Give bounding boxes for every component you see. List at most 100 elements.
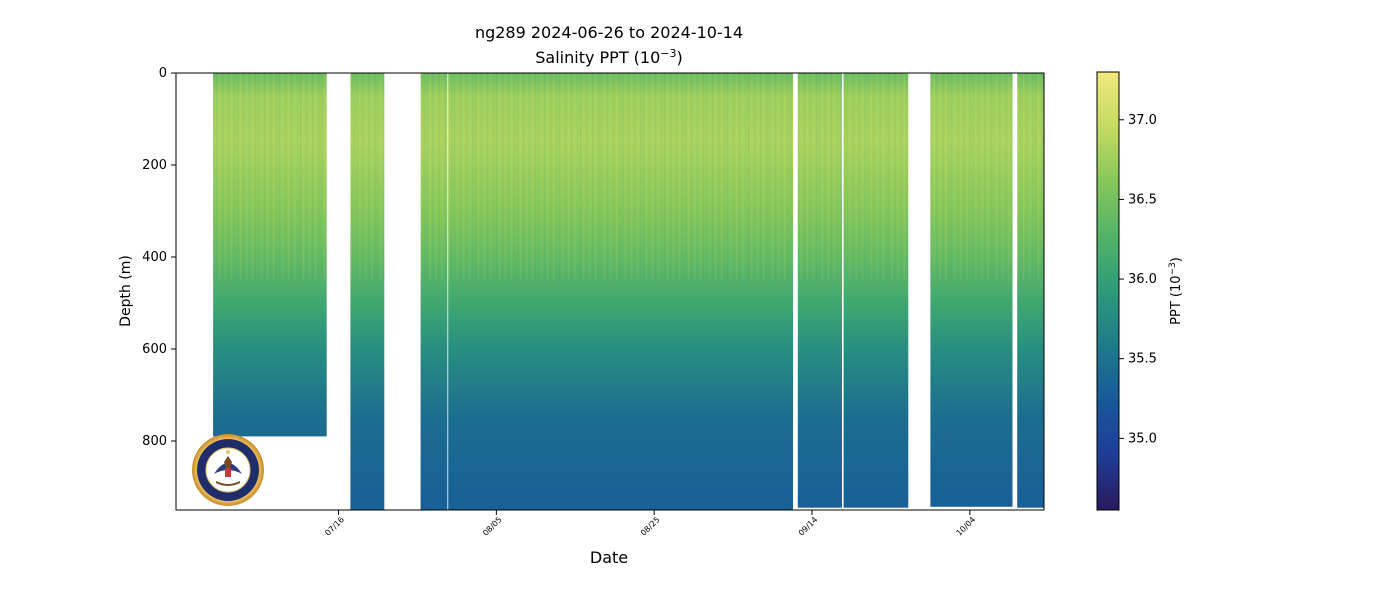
data-segment-7 bbox=[930, 73, 1013, 507]
profile-stripe bbox=[365, 73, 367, 280]
profile-stripe bbox=[733, 73, 735, 280]
profile-stripe bbox=[359, 73, 361, 280]
profile-stripe bbox=[906, 73, 908, 280]
profile-stripe bbox=[930, 73, 932, 280]
profile-stripe bbox=[694, 73, 696, 280]
profile-stripe bbox=[255, 73, 257, 280]
profile-stripe bbox=[258, 73, 260, 280]
colorbar-fill bbox=[1096, 71, 1120, 511]
profile-stripe bbox=[216, 73, 218, 280]
profile-stripe bbox=[852, 73, 854, 280]
profile-stripe bbox=[246, 73, 248, 280]
profile-stripe bbox=[362, 73, 364, 280]
profile-stripe bbox=[556, 73, 558, 280]
profile-stripe bbox=[472, 73, 474, 280]
colorbar-label: PPT (10−3) bbox=[1168, 257, 1184, 325]
profile-stripe bbox=[529, 73, 531, 280]
profile-stripe bbox=[1035, 73, 1037, 280]
profile-stripe bbox=[790, 73, 792, 280]
profile-stripe bbox=[736, 73, 738, 280]
profile-stripe bbox=[676, 73, 678, 280]
profile-stripe bbox=[658, 73, 660, 280]
profile-stripe bbox=[954, 73, 956, 280]
profile-stripe bbox=[249, 73, 251, 280]
profile-stripe bbox=[460, 73, 462, 280]
x-tick-label: 08/25 bbox=[639, 515, 662, 538]
profile-stripe bbox=[231, 73, 233, 280]
profile-stripe bbox=[457, 73, 459, 280]
profile-stripe bbox=[882, 73, 884, 280]
profile-stripe bbox=[712, 73, 714, 280]
profile-stripe bbox=[1002, 73, 1004, 280]
profile-stripe bbox=[490, 73, 492, 280]
profile-stripe bbox=[655, 73, 657, 280]
profile-stripe bbox=[420, 73, 422, 280]
profile-stripe bbox=[984, 73, 986, 280]
profile-stripe bbox=[1041, 73, 1043, 280]
profile-stripe bbox=[538, 73, 540, 280]
profile-stripe bbox=[839, 73, 841, 280]
profile-stripe bbox=[324, 73, 326, 280]
profile-stripe bbox=[1038, 73, 1040, 280]
profile-stripe bbox=[496, 73, 498, 280]
profile-stripe bbox=[715, 73, 717, 280]
profile-stripe bbox=[742, 73, 744, 280]
profile-stripe bbox=[240, 73, 242, 280]
profile-stripe bbox=[990, 73, 992, 280]
profile-stripe bbox=[553, 73, 555, 280]
colorbar-tick-label: 37.0 bbox=[1128, 113, 1157, 128]
profile-stripe bbox=[484, 73, 486, 280]
profile-stripe bbox=[903, 73, 905, 280]
profile-stripe bbox=[475, 73, 477, 280]
profile-stripe bbox=[797, 73, 799, 280]
data-segment-1 bbox=[213, 73, 327, 437]
profile-stripe bbox=[706, 73, 708, 280]
profile-stripe bbox=[670, 73, 672, 280]
profile-stripe bbox=[827, 73, 829, 280]
data-segment-2 bbox=[350, 73, 385, 510]
profile-stripe bbox=[727, 73, 729, 280]
profile-stripe bbox=[1029, 73, 1031, 280]
profile-stripe bbox=[748, 73, 750, 280]
profile-stripe bbox=[574, 73, 576, 280]
profile-stripe bbox=[634, 73, 636, 280]
profile-stripe bbox=[270, 73, 272, 280]
profile-stripe bbox=[1020, 73, 1022, 280]
profile-stripe bbox=[812, 73, 814, 280]
profile-stripe bbox=[691, 73, 693, 280]
profile-stripe bbox=[945, 73, 947, 280]
colorbar-tick-label: 36.5 bbox=[1128, 192, 1157, 207]
profile-stripe bbox=[601, 73, 603, 280]
profile-stripe bbox=[1026, 73, 1028, 280]
x-axis-label: Date bbox=[590, 548, 628, 567]
profile-stripe bbox=[517, 73, 519, 280]
profile-stripe bbox=[571, 73, 573, 280]
colorbar-tick-label: 36.0 bbox=[1128, 272, 1157, 287]
profile-stripe bbox=[438, 73, 440, 280]
profile-stripe bbox=[234, 73, 236, 280]
profile-stripe bbox=[619, 73, 621, 280]
profile-stripe bbox=[772, 73, 774, 280]
profile-stripe bbox=[873, 73, 875, 280]
profile-stripe bbox=[610, 73, 612, 280]
profile-stripe bbox=[285, 73, 287, 280]
profile-stripe bbox=[969, 73, 971, 280]
profile-stripes bbox=[213, 73, 1043, 280]
profile-stripe bbox=[541, 73, 543, 280]
profile-stripe bbox=[939, 73, 941, 280]
profile-stripe bbox=[685, 73, 687, 280]
data-segments bbox=[213, 73, 1044, 510]
chart-subtitle: Salinity PPT (10−3) bbox=[535, 47, 683, 67]
profile-stripe bbox=[318, 73, 320, 280]
profile-stripe bbox=[583, 73, 585, 280]
profile-stripe bbox=[505, 73, 507, 280]
y-tick-label: 600 bbox=[142, 342, 167, 357]
profile-stripe bbox=[1005, 73, 1007, 280]
profile-stripe bbox=[957, 73, 959, 280]
profile-stripe bbox=[219, 73, 221, 280]
profile-stripe bbox=[787, 73, 789, 280]
profile-stripe bbox=[818, 73, 820, 280]
profile-stripe bbox=[730, 73, 732, 280]
profile-stripe bbox=[441, 73, 443, 280]
profile-stripe bbox=[463, 73, 465, 280]
